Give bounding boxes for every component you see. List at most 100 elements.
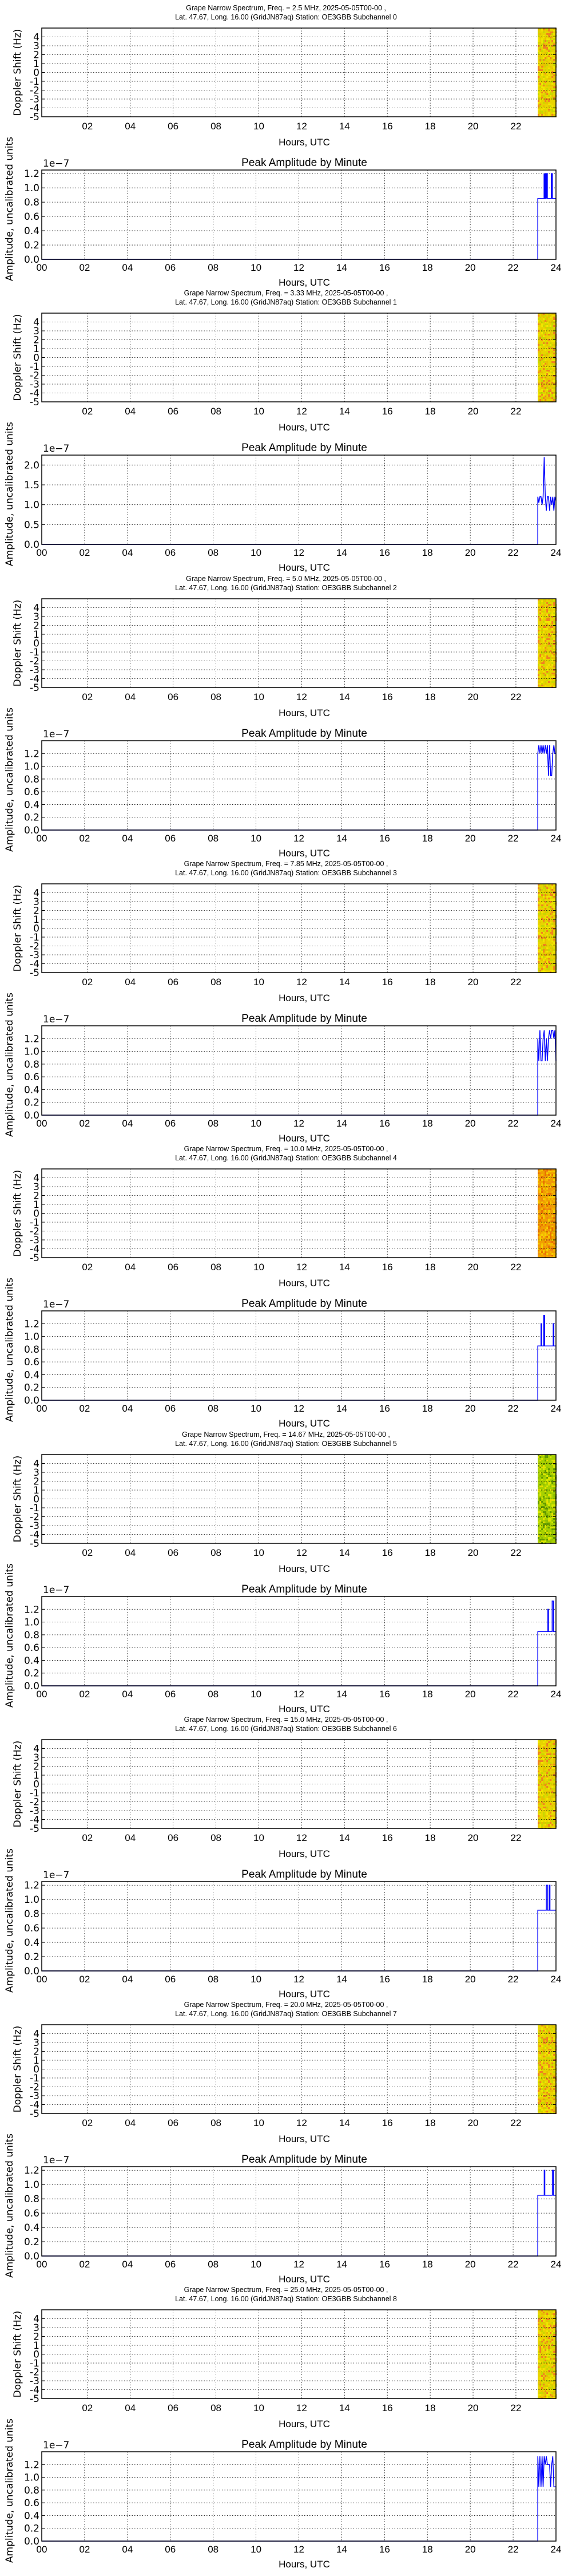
y-tick-label: 0	[33, 638, 39, 650]
spectrogram-frame	[41, 313, 557, 402]
y-tick-label: 1.2	[24, 168, 39, 180]
x-tick-label: 06	[168, 121, 178, 132]
x-axis-label: Hours, UTC	[279, 1848, 330, 1859]
y-tick-label: 2	[33, 50, 39, 61]
x-tick-label: 18	[425, 2117, 436, 2128]
y-tick-label: -5	[30, 1823, 39, 1835]
x-tick-label: 06	[165, 2259, 176, 2270]
spectrogram-title-line1: Grape Narrow Spectrum, Freq. = 3.33 MHz,…	[184, 289, 388, 297]
x-tick-label: 10	[251, 547, 261, 558]
x-tick-label: 14	[336, 1403, 347, 1414]
channel-panel: Grape Narrow Spectrum, Freq. = 25.0 MHz,…	[0, 2282, 572, 2570]
x-tick-label: 20	[465, 1974, 476, 1985]
x-tick-label: 18	[422, 1689, 433, 1700]
x-tick-label: 00	[37, 1689, 47, 1700]
x-tick-label: 16	[379, 1403, 390, 1414]
y-tick-label: -5	[30, 1538, 39, 1550]
x-tick-label: 16	[382, 2403, 393, 2413]
y-tick-label: 0.4	[24, 2222, 39, 2234]
x-tick-label: 20	[468, 2117, 479, 2128]
amplitude-chart: Peak Amplitude by Minute1e−70.00.20.40.6…	[4, 1563, 561, 1714]
x-tick-label: 04	[125, 1262, 136, 1273]
y-tick-label: -2	[30, 941, 39, 953]
amplitude-line	[42, 1884, 556, 1971]
x-tick-label: 16	[379, 2544, 390, 2555]
spectrogram-title-line1: Grape Narrow Spectrum, Freq. = 20.0 MHz,…	[184, 2001, 388, 2009]
x-tick-label: 24	[551, 1118, 562, 1129]
spectrogram-title: Grape Narrow Spectrum, Freq. = 25.0 MHz,…	[0, 2285, 572, 2304]
x-tick-label: 24	[551, 1974, 562, 1985]
x-tick-label: 04	[125, 406, 136, 417]
x-tick-label: 08	[208, 1403, 219, 1414]
y-tick-label: 0.0	[24, 1395, 39, 1406]
x-tick-label: 12	[296, 692, 307, 702]
x-tick-label: 20	[465, 547, 476, 558]
x-tick-label: 16	[382, 977, 393, 987]
y-tick-label: 0.0	[24, 825, 39, 836]
x-tick-label: 12	[293, 1974, 304, 1985]
y-tick-label: -4	[30, 388, 39, 400]
x-axis-label: Hours, UTC	[279, 993, 330, 1003]
y-tick-label: 0.6	[24, 2498, 39, 2509]
x-tick-label: 08	[208, 833, 219, 844]
x-tick-label: 04	[122, 2544, 133, 2555]
y-tick-label: 2	[33, 621, 39, 632]
x-tick-label: 10	[251, 1974, 261, 1985]
x-tick-label: 22	[508, 2544, 519, 2555]
amplitude-title: Peak Amplitude by Minute	[241, 442, 367, 454]
channel-panel: Grape Narrow Spectrum, Freq. = 14.67 MHz…	[0, 1427, 572, 1714]
x-tick-label: 22	[508, 262, 519, 273]
y-tick-label: -4	[30, 1244, 39, 1255]
x-tick-label: 10	[251, 1689, 261, 1700]
x-tick-label: 08	[210, 2403, 221, 2413]
x-tick-label: 12	[296, 1547, 307, 1558]
x-axis-label: Hours, UTC	[279, 2134, 330, 2144]
amplitude-frame	[41, 1310, 557, 1401]
x-axis-label: Hours, UTC	[279, 422, 330, 433]
y-tick-label: -1	[30, 1217, 39, 1228]
x-tick-label: 08	[210, 2117, 221, 2128]
x-tick-label: 16	[379, 547, 390, 558]
x-tick-label: 10	[253, 1832, 264, 1843]
spectrogram-frame	[41, 2024, 557, 2114]
spectrogram-title: Grape Narrow Spectrum, Freq. = 14.67 MHz…	[0, 1430, 572, 1448]
x-tick-label: 20	[468, 1262, 479, 1273]
x-tick-label: 14	[339, 1547, 350, 1558]
y-axis-label: Amplitude, uncalibrated units	[4, 1278, 15, 1422]
y-tick-label: 0	[33, 923, 39, 935]
x-axis-label: Hours, UTC	[279, 1989, 330, 2000]
spectrogram-title-line2: Lat. 47.67, Long. 16.00 (GridJN87aq) Sta…	[175, 298, 397, 306]
x-tick-label: 20	[465, 1403, 476, 1414]
x-tick-label: 04	[122, 1974, 133, 1985]
y-tick-label: 0.6	[24, 211, 39, 223]
x-tick-label: 22	[508, 833, 519, 844]
y-axis-label: Amplitude, uncalibrated units	[4, 137, 15, 281]
x-tick-label: 16	[379, 833, 390, 844]
y-tick-label: -3	[30, 1805, 39, 1817]
y-tick-label: 4	[33, 888, 39, 899]
x-tick-label: 18	[422, 262, 433, 273]
x-tick-label: 14	[336, 2544, 347, 2555]
x-tick-label: 12	[293, 833, 304, 844]
x-tick-label: 04	[125, 1547, 136, 1558]
y-axis-label: Amplitude, uncalibrated units	[4, 708, 15, 852]
y-tick-label: 4	[33, 2314, 39, 2325]
y-scale-exponent: 1e−7	[43, 1585, 69, 1596]
y-tick-label: -1	[30, 2358, 39, 2369]
x-tick-label: 14	[336, 2259, 347, 2270]
x-tick-label: 04	[125, 2403, 136, 2413]
amplitude-chart: Peak Amplitude by Minute 1e−7 0.0 0.5 1.0 1.5…	[4, 422, 561, 573]
y-tick-label: -4	[30, 1815, 39, 1826]
spectrogram-title: Grape Narrow Spectrum, Freq. = 20.0 MHz,…	[0, 2000, 572, 2018]
x-tick-label: 14	[336, 1974, 347, 1985]
y-tick-label: 1	[33, 629, 39, 641]
x-tick-label: 06	[168, 692, 178, 702]
x-tick-label: 06	[165, 262, 176, 273]
y-tick-label: 1.0	[24, 2472, 39, 2484]
x-tick-label: 22	[508, 1403, 519, 1414]
x-tick-label: 10	[253, 2403, 264, 2413]
amplitude-chart: Peak Amplitude by Minute1e−70.00.20.40.6…	[4, 708, 561, 859]
